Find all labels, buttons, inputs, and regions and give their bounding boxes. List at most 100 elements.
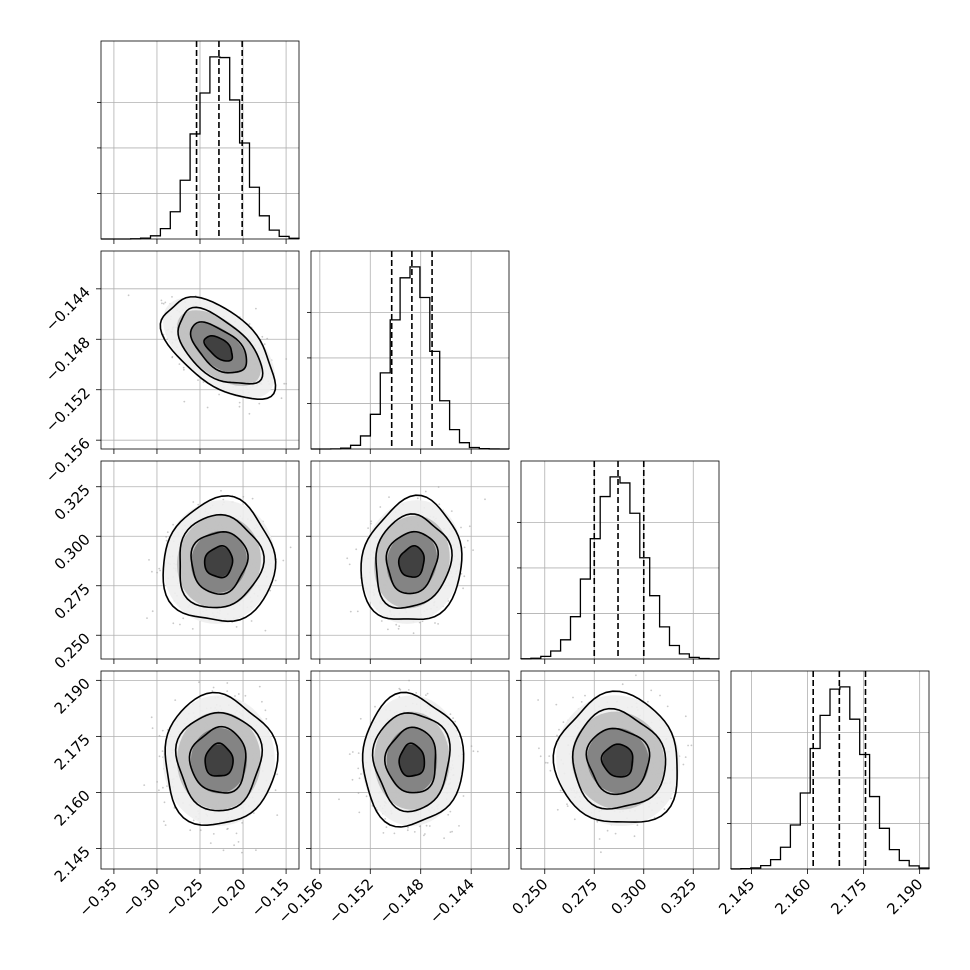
scatter-point <box>156 781 159 783</box>
scatter-point <box>407 689 410 691</box>
scatter-point <box>359 717 362 720</box>
scatter-point <box>462 795 465 797</box>
scatter-point <box>258 685 261 688</box>
panel-2-1 <box>306 460 510 664</box>
scatter-point <box>614 832 617 835</box>
scatter-point <box>160 299 163 302</box>
scatter-point <box>425 694 427 696</box>
scatter-point <box>460 572 463 575</box>
scatter-point <box>274 579 277 582</box>
scatter-point <box>412 632 415 635</box>
y-tick-label: 2.190 <box>51 674 94 717</box>
scatter-point <box>265 718 268 720</box>
scatter-point <box>211 690 214 692</box>
scatter-point <box>650 689 653 692</box>
panel-3-1: −0.156−0.152−0.148−0.144 <box>275 670 510 927</box>
x-tick-label: −0.35 <box>76 875 121 920</box>
scatter-point <box>163 801 166 804</box>
contour-line-0 <box>159 296 277 400</box>
scatter-point <box>351 751 354 753</box>
scatter-point <box>238 401 241 404</box>
y-tick-label: 0.325 <box>51 481 94 524</box>
panel-frame <box>310 670 510 870</box>
scatter-point <box>178 363 181 365</box>
scatter-point <box>251 497 254 500</box>
scatter-point <box>458 825 460 827</box>
scatter-point <box>425 824 428 827</box>
panel-frame <box>100 670 300 870</box>
contour-line-1 <box>179 513 265 609</box>
scatter-point <box>163 820 165 823</box>
scatter-point <box>166 531 169 534</box>
scatter-point <box>348 753 351 755</box>
scatter-point <box>374 705 376 708</box>
contour-line-1 <box>177 306 264 385</box>
scatter-point <box>202 381 205 383</box>
scatter-point <box>250 620 253 622</box>
scatter-point <box>263 343 266 345</box>
contour-line-2 <box>383 726 437 794</box>
scatter-point <box>212 833 215 835</box>
scatter-point <box>235 832 238 835</box>
scatter-point <box>222 498 225 501</box>
scatter-point <box>349 610 352 613</box>
scatter-point <box>418 621 421 624</box>
scatter-point <box>161 750 164 752</box>
scatter-point <box>164 301 167 304</box>
scatter-point <box>189 829 192 832</box>
scatter-point <box>437 623 439 625</box>
scatter-point <box>357 752 360 754</box>
scatter-point <box>544 761 547 764</box>
scatter-point <box>148 559 150 561</box>
scatter-point <box>151 610 154 613</box>
scatter-point <box>438 503 441 506</box>
panel-0-0 <box>97 40 300 244</box>
scatter-point <box>197 503 200 506</box>
x-tick-label: −0.148 <box>376 875 428 927</box>
scatter-point <box>357 767 360 770</box>
scatter-point <box>127 294 130 297</box>
scatter-point <box>197 379 199 381</box>
scatter-point <box>355 548 358 551</box>
scatter-point <box>289 546 292 549</box>
scatter-point <box>408 679 410 682</box>
density-fill-3 <box>399 744 425 777</box>
scatter-point <box>406 829 409 832</box>
scatter-point <box>424 833 426 835</box>
scatter-point <box>338 798 340 801</box>
scatter-point <box>348 563 351 566</box>
scatter-point <box>596 820 599 823</box>
scatter-point <box>393 832 396 835</box>
scatter-point <box>165 539 168 542</box>
scatter-point <box>171 296 173 298</box>
scatter-point <box>346 557 349 560</box>
scatter-point <box>399 688 402 691</box>
scatter-point <box>226 682 229 684</box>
scatter-point <box>258 402 261 405</box>
contour-line-0 <box>164 691 279 826</box>
contour-line-1 <box>371 712 451 813</box>
scatter-point <box>192 501 195 503</box>
scatter-point <box>179 623 181 626</box>
scatter-point <box>266 337 269 340</box>
scatter-point <box>261 700 263 703</box>
contour-line-3 <box>203 545 234 579</box>
scatter-point <box>238 405 241 408</box>
scatter-point <box>241 822 244 824</box>
y-tick-label: −0.144 <box>42 283 94 335</box>
panel-frame <box>520 460 720 660</box>
scatter-point <box>370 520 373 523</box>
scatter-point <box>172 523 175 526</box>
panel-1-1 <box>307 250 510 454</box>
scatter-point <box>452 717 454 719</box>
panel-1-0: −0.156−0.152−0.148−0.144 <box>42 250 300 486</box>
scatter-point <box>283 382 286 385</box>
scatter-point <box>635 674 637 677</box>
histogram-step <box>101 56 300 240</box>
scatter-point <box>227 827 229 830</box>
scatter-point <box>158 567 161 570</box>
scatter-point <box>285 382 287 385</box>
contour-line-0 <box>361 691 465 828</box>
scatter-point <box>484 498 486 501</box>
scatter-point <box>460 526 462 529</box>
